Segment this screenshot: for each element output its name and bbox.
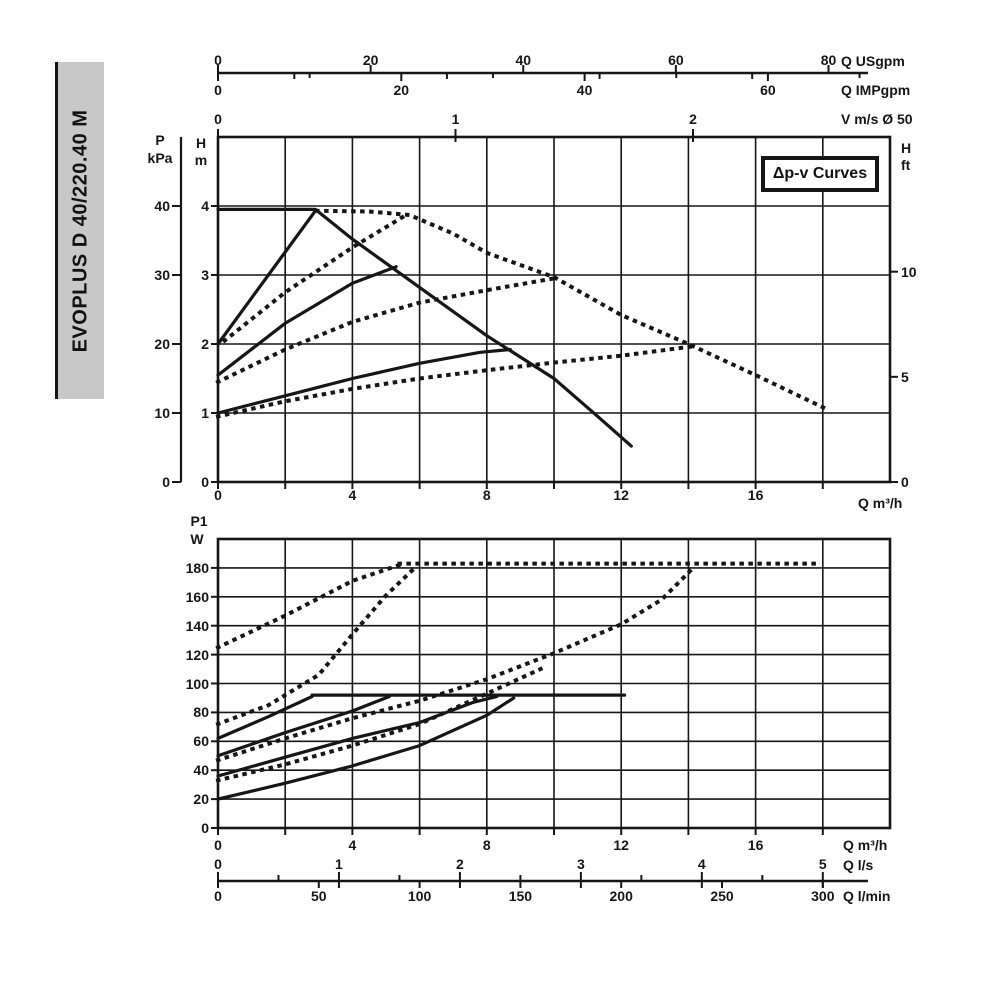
series-dpv-set4-single [216,209,317,346]
dpv-curves-legend-label: Δp-v Curves [772,165,868,182]
series-dpv-set2-single [216,347,512,415]
series-max-curve-single [216,207,633,448]
series-dpv-set3-single [216,265,398,377]
head-ft-axis-unit: ft [901,157,911,173]
power-axis-title: P1 [190,513,208,529]
series-power-set3-parallel [215,563,420,727]
flow-m3h-axis-title-top: Q m³/h [858,495,903,511]
series-dpv-set2-parallel [215,343,698,419]
series-power-set4-parallel [215,562,402,651]
pressure-axis-title: P [155,132,165,148]
series-power-set4-single [216,694,314,741]
impgpm-axis-title: Q IMPgpm [841,82,911,98]
flow-m3h-axis-title-bottom: Q m³/h [843,837,888,853]
series-power-set3-single [216,694,391,758]
series-max-curve-parallel [315,208,829,412]
flow-lmin-axis-title: Q l/min [843,888,891,904]
flow-ls-axis-title: Q l/s [843,857,874,873]
usgpm-axis-title: Q USgpm [841,53,905,69]
head-m-axis-title: H [195,135,207,151]
series-power-set2-single [216,696,516,801]
dpv-curves-legend-box: Δp-v Curves [762,157,878,191]
model-sidebar: EVOPLUS D 40/220.40 M [55,62,104,399]
velocity-axis-title: V m/s Ø 50 [841,111,913,127]
series-dpv-set3-parallel [215,276,557,385]
head-ft-axis-title: H [901,140,912,156]
power-axis-unit: W [190,531,204,547]
series-power-set2b-single [216,694,499,778]
series-dpv-set4-parallel [221,214,406,344]
model-label: EVOPLUS D 40/220.40 M [69,109,92,352]
pressure-axis-unit: kPa [147,150,173,166]
series-power-set2b-parallel [215,566,695,763]
head-m-axis-unit: m [194,152,208,168]
